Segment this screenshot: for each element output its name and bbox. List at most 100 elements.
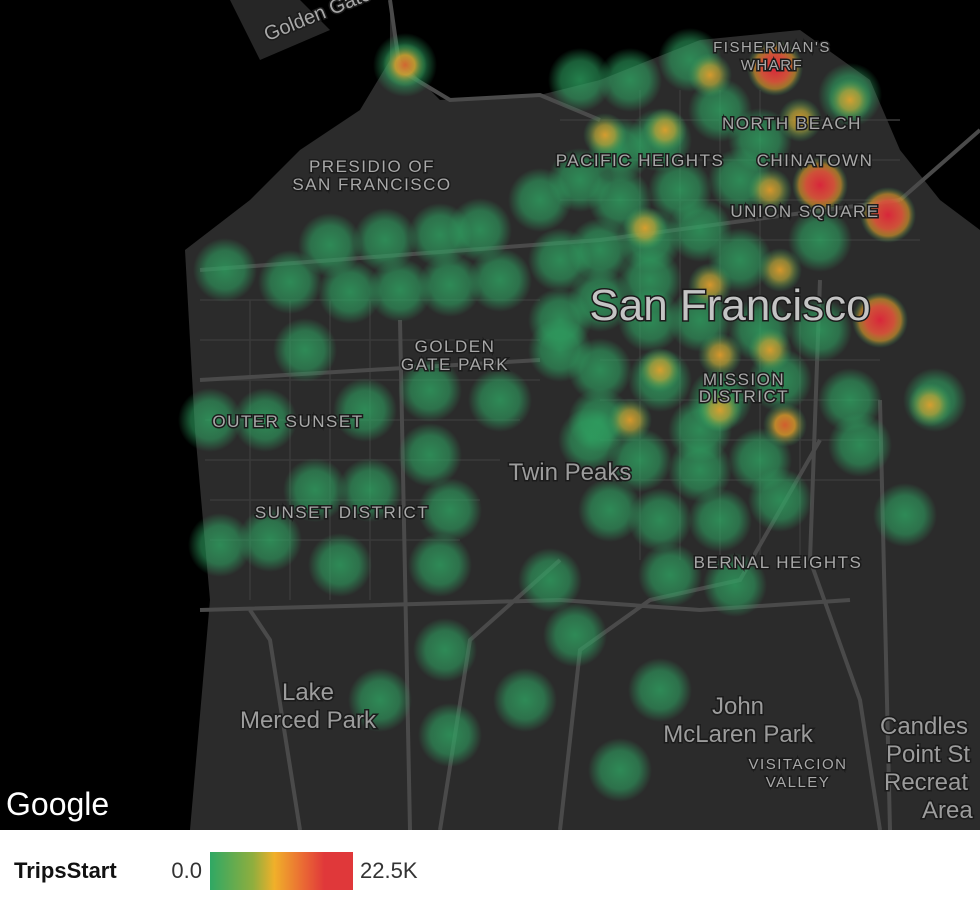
- place-label: SUNSET DISTRICT: [255, 503, 429, 522]
- heat-spot: [418, 253, 482, 317]
- place-label: BERNAL HEIGHTS: [694, 553, 863, 572]
- heat-spot: [413, 618, 477, 682]
- heat-spot: [238, 508, 302, 572]
- heat-spot: [598, 48, 662, 112]
- heat-spot: [873, 483, 937, 547]
- heat-spot: [648, 158, 712, 222]
- heat-spot: [258, 250, 322, 314]
- heat-spot: [568, 218, 632, 282]
- heat-spot: [383, 43, 427, 87]
- heat-spot: [860, 187, 916, 243]
- heat-spot: [638, 348, 682, 392]
- place-label: John: [712, 693, 764, 720]
- place-label: NORTH BEACH: [722, 114, 862, 133]
- heat-spot: [748, 468, 812, 532]
- heat-spot: [698, 388, 742, 432]
- heat-spot: [193, 238, 257, 302]
- heat-spot: [308, 533, 372, 597]
- heat-spot: [273, 318, 337, 382]
- heat-spot: [398, 358, 462, 422]
- place-label: VISITACION: [749, 756, 848, 773]
- heat-spot: [763, 403, 807, 447]
- heat-spot: [748, 328, 792, 372]
- legend-scale: [210, 852, 353, 890]
- heat-spot: [283, 458, 347, 522]
- map: Golden Gate PRESIDIO OF SAN FRANCISCO FI…: [0, 0, 980, 830]
- legend-min: 0.0: [171, 858, 202, 883]
- labels: Golden Gate PRESIDIO OF SAN FRANCISCO FI…: [211, 0, 975, 826]
- heat-spot: [368, 258, 432, 322]
- heat-spot: [338, 458, 402, 522]
- heat-spot: [548, 48, 612, 112]
- heat-spot: [747, 40, 803, 96]
- place-label: Lake: [282, 679, 334, 706]
- heat-spot: [588, 738, 652, 802]
- place-label: UNION SQUARE: [730, 202, 879, 221]
- place-label: OUTER SUNSET: [212, 412, 363, 431]
- place-label: SAN FRANCISCO: [292, 175, 451, 194]
- heat-spot: [628, 658, 692, 722]
- heat-spot: [688, 488, 752, 552]
- place-label: PRESIDIO OF: [309, 157, 435, 176]
- legend-title: TripsStart: [14, 858, 117, 883]
- place-label: WHARF: [741, 57, 804, 74]
- place-label: DISTRICT: [699, 387, 789, 406]
- place-label: Candles: [880, 713, 968, 740]
- place-label: CHINATOWN: [757, 151, 874, 170]
- heat-spot: [788, 298, 852, 362]
- heat-spot: [178, 388, 242, 452]
- heat-spot: [703, 553, 767, 617]
- place-label: Recreat: [884, 769, 968, 796]
- heat-spot: [748, 168, 792, 212]
- heat-spot: [543, 603, 607, 667]
- place-label: MISSION: [703, 370, 785, 389]
- place-label: Merced Park: [240, 707, 377, 734]
- heat-spot: [348, 668, 412, 732]
- place-label: McLaren Park: [663, 721, 813, 748]
- heat-spot: [398, 423, 462, 487]
- heat-spot: [758, 248, 802, 292]
- place-label: Area: [922, 797, 973, 824]
- heat-spot: [408, 533, 472, 597]
- place-label: PACIFIC HEIGHTS: [556, 151, 725, 170]
- heat-spot: [852, 292, 908, 348]
- heat-spot: [233, 388, 297, 452]
- heat-spot: [333, 378, 397, 442]
- heat-spot: [628, 488, 692, 552]
- heat-spot: [608, 398, 652, 442]
- heat-spot: [418, 703, 482, 767]
- heat-spot: [828, 413, 892, 477]
- heat-spot: [578, 478, 642, 542]
- heat-spot: [688, 53, 732, 97]
- heat-spot: [788, 208, 852, 272]
- heat-spot: [643, 108, 687, 152]
- heat-spot: [638, 543, 702, 607]
- heat-spot: [353, 208, 417, 272]
- heat-spot: [528, 288, 592, 352]
- heat-spot: [408, 203, 472, 267]
- heat-spot: [608, 428, 672, 492]
- attribution: Google: [6, 786, 109, 822]
- legend: TripsStart 0.0 22.5K: [14, 852, 418, 890]
- legend-max: 22.5K: [360, 858, 418, 883]
- place-label: GATE PARK: [401, 355, 509, 374]
- city-label: San Francisco: [589, 281, 870, 330]
- place-label: VALLEY: [766, 774, 831, 791]
- heat-spot: [583, 113, 627, 157]
- heatmap: [178, 28, 967, 802]
- heat-spot: [688, 263, 732, 307]
- heat-spot: [908, 383, 952, 427]
- heat-spot: [792, 157, 848, 213]
- heat-spot: [468, 368, 532, 432]
- heat-spot: [418, 478, 482, 542]
- land: [230, 0, 330, 60]
- heat-spot: [568, 338, 632, 402]
- heat-spot: [493, 668, 557, 732]
- heat-spot: [778, 98, 822, 142]
- place-label: FISHERMAN'S: [713, 39, 831, 56]
- heat-spot: [518, 548, 582, 612]
- place-label: GOLDEN: [415, 337, 496, 356]
- place-label: Point St: [886, 741, 970, 768]
- heat-spot: [188, 513, 252, 577]
